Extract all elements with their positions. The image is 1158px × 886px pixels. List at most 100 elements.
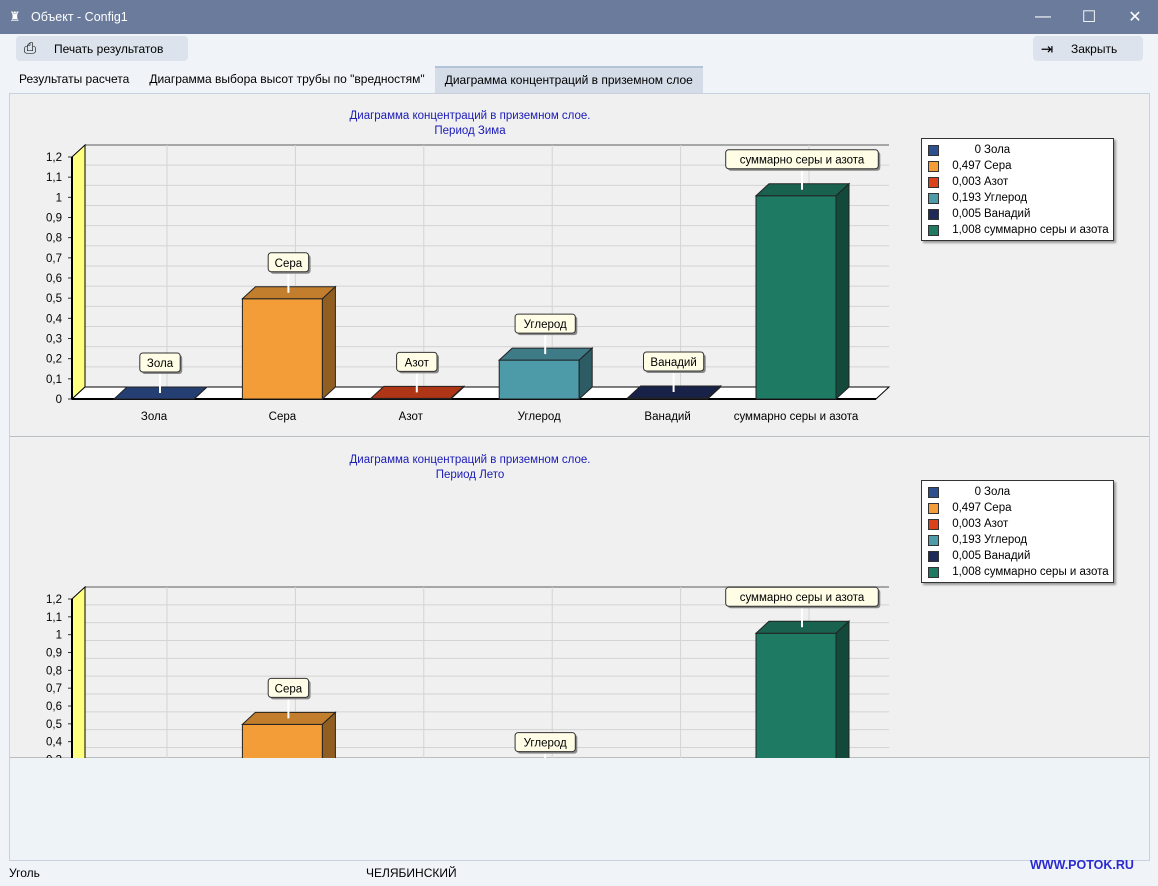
chart-panel-winter: Диаграмма концентраций в приземном слое.… bbox=[10, 94, 1149, 437]
y-tick-label: 0,6 bbox=[46, 273, 62, 285]
legend-swatch bbox=[928, 566, 939, 578]
legend-swatch bbox=[928, 160, 939, 172]
tab-concentration-diagram[interactable]: Диаграмма концентраций в приземном слое bbox=[434, 66, 703, 93]
callout-label: Углерод bbox=[524, 319, 567, 331]
callout-box bbox=[725, 149, 879, 170]
y-tick-label: 0,6 bbox=[46, 701, 62, 713]
bar-5 bbox=[755, 195, 837, 400]
legend-swatch bbox=[928, 144, 939, 156]
legend-item: 0 Зола bbox=[928, 142, 1113, 158]
legend-item: 0,005 Ванадий bbox=[928, 206, 1113, 222]
chart-subtitle: Период Зима bbox=[434, 125, 506, 137]
legend: 0 Зола 0,497 Сера 0,003 Азот 0,193 Углерод 0,005… bbox=[921, 480, 1114, 583]
tab-stack-height-diagram[interactable]: Диаграмма выбора высот трубы по "вреднос… bbox=[149, 72, 425, 86]
callout-label: суммарно серы и азота bbox=[740, 592, 865, 604]
legend-item: 0,003 Азот bbox=[928, 174, 1113, 190]
bar-side-1 bbox=[321, 711, 336, 758]
y-tick-label: 0,9 bbox=[46, 648, 62, 660]
y-axis-wall bbox=[71, 585, 86, 758]
bar-chart-summer: 00,10,20,30,40,50,60,70,80,911,11,2ЗолаЗ… bbox=[46, 585, 889, 759]
legend-swatch bbox=[928, 534, 939, 546]
chart-panel-summer: Диаграмма концентраций в приземном слое.… bbox=[10, 438, 1149, 758]
legend-value: 0,497 bbox=[952, 160, 981, 172]
legend-value: 1,008 bbox=[952, 224, 981, 236]
bar-side-3 bbox=[578, 346, 593, 401]
y-tick-label: 0,8 bbox=[46, 233, 62, 245]
bar-1 bbox=[241, 723, 323, 758]
bar-1 bbox=[241, 298, 323, 400]
callout-box bbox=[643, 351, 705, 372]
legend-item: 1,008 суммарно серы и азота bbox=[928, 222, 1113, 238]
bar-3 bbox=[498, 359, 580, 400]
brand-link[interactable]: WWW.POTOK.RU bbox=[1030, 858, 1134, 872]
bar-side-0 bbox=[193, 386, 208, 400]
y-tick-label: 0,2 bbox=[46, 354, 62, 366]
callout-label: Зола bbox=[147, 358, 174, 370]
legend-swatch bbox=[928, 208, 939, 220]
legend-label: суммарно серы и азота bbox=[984, 566, 1109, 578]
legend-item: 0,497 Сера bbox=[928, 500, 1113, 516]
legend-swatch bbox=[928, 176, 939, 188]
callout-box bbox=[267, 677, 310, 698]
legend-swatch bbox=[928, 486, 939, 498]
legend-item: 0,003 Азот bbox=[928, 516, 1113, 532]
tab-results[interactable]: Результаты расчета bbox=[19, 72, 130, 86]
legend-value: 0 bbox=[974, 144, 981, 156]
legend-label: суммарно серы и азота bbox=[984, 224, 1109, 236]
status-region: ЧЕЛЯБИНСКИЙ bbox=[366, 866, 457, 880]
y-axis-wall bbox=[71, 143, 86, 401]
callout-box bbox=[514, 732, 576, 753]
y-tick-label: 0,3 bbox=[46, 755, 62, 759]
bar-side-4 bbox=[707, 384, 722, 401]
callout-box bbox=[267, 252, 310, 273]
print-results-button[interactable]: ⎙ Печать результатов bbox=[16, 36, 188, 61]
legend-item: 0,193 Углерод bbox=[928, 532, 1113, 548]
minimize-button[interactable]: — bbox=[1035, 8, 1051, 25]
callout-label: Азот bbox=[405, 357, 430, 369]
bar-side-5 bbox=[835, 182, 850, 401]
x-tick-label: Зола bbox=[141, 411, 168, 423]
y-tick-label: 1,2 bbox=[46, 594, 62, 606]
status-fuel: Уголь bbox=[9, 866, 40, 880]
bar-5 bbox=[755, 632, 837, 758]
close-window-button[interactable]: ✕ bbox=[1128, 9, 1142, 26]
legend-item: 1,008 суммарно серы и азота bbox=[928, 564, 1113, 580]
y-tick-label: 0,4 bbox=[46, 313, 63, 325]
legend-swatch bbox=[928, 518, 939, 530]
y-tick-label: 0 bbox=[56, 394, 62, 406]
legend-value: 0,005 bbox=[952, 550, 981, 562]
chart-subtitle: Период Лето bbox=[435, 469, 505, 481]
x-tick-label: суммарно серы и азота bbox=[734, 411, 859, 423]
legend: 0 Зола 0,497 Сера 0,003 Азот 0,193 Углерод 0,005… bbox=[921, 138, 1114, 241]
legend-value: 0,193 bbox=[952, 534, 981, 546]
legend-value: 0,193 bbox=[952, 192, 981, 204]
callout-label: Сера bbox=[275, 683, 303, 695]
legend-swatch bbox=[928, 224, 939, 236]
status-bar: Уголь ЧЕЛЯБИНСКИЙ WWW.POTOK.RU bbox=[0, 858, 1158, 886]
legend-value: 0,005 bbox=[952, 208, 981, 220]
x-tick-label: Азот bbox=[399, 411, 424, 423]
callout-box bbox=[139, 352, 181, 373]
legend-label: Углерод bbox=[984, 192, 1028, 204]
legend-label: Зола bbox=[984, 486, 1011, 498]
callout-label: Углерод bbox=[524, 738, 567, 750]
legend-label: Азот bbox=[984, 518, 1009, 530]
tab-bar: Результаты расчета Диаграмма выбора высо… bbox=[9, 66, 703, 93]
title-bar: ♜ Объект - Config1 — ☐ ✕ bbox=[0, 0, 1158, 34]
callout-label: Сера bbox=[275, 258, 303, 270]
legend-value: 0,003 bbox=[952, 518, 981, 530]
legend-item: 0,497 Сера bbox=[928, 158, 1113, 174]
print-label: Печать результатов bbox=[54, 41, 164, 56]
callout-label: Ванадий bbox=[650, 357, 696, 369]
bar-side-1 bbox=[321, 285, 336, 401]
legend-value: 0 bbox=[974, 486, 981, 498]
callout-box bbox=[725, 586, 879, 607]
y-tick-label: 0,1 bbox=[46, 374, 62, 386]
legend-label: Азот bbox=[984, 176, 1009, 188]
maximize-button[interactable]: ☐ bbox=[1081, 9, 1097, 26]
bar-side-2 bbox=[450, 385, 465, 401]
printer-icon: ⎙ bbox=[23, 40, 36, 57]
y-tick-label: 0,5 bbox=[46, 719, 62, 731]
close-button[interactable]: ⇥ Закрыть bbox=[1033, 36, 1143, 61]
legend-value: 1,008 bbox=[952, 566, 981, 578]
